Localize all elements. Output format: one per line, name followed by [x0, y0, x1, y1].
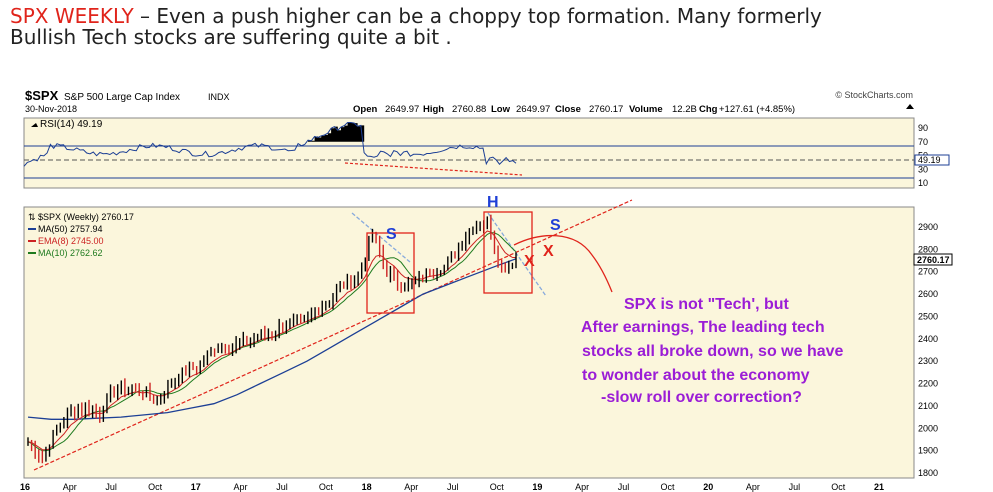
legend-price: ⇅ $SPX (Weekly) 2760.17 — [28, 212, 134, 222]
x-tick-label: Jul — [789, 482, 801, 492]
projected-roll-over-arc — [513, 235, 613, 293]
rsi-tick-label: 90 — [918, 123, 928, 133]
y-tick-label: 2700 — [918, 267, 938, 277]
x-tick-label: Jul — [447, 482, 459, 492]
x-tick-label: Jul — [276, 482, 288, 492]
y-tick-label: 2900 — [918, 222, 938, 232]
head-label: H — [487, 194, 499, 211]
rsi-divergence-trendline — [344, 162, 523, 176]
headline-line-1: SPX WEEKLY – Even a push higher can be a… — [10, 6, 940, 27]
x-tick-label: Oct — [661, 482, 676, 492]
rsi-marker-icon — [31, 123, 38, 127]
x-tick-label: Apr — [234, 482, 248, 492]
rsi-label: RSI(14) 49.19 — [40, 119, 103, 130]
low-value: 2649.97 — [516, 104, 550, 115]
high-value: 2760.88 — [452, 104, 486, 115]
rsi-tick-label: 10 — [918, 178, 928, 188]
headline-ticker: SPX WEEKLY — [10, 4, 134, 28]
y-tick-label: 2100 — [918, 401, 938, 411]
rsi-current-value: 49.19 — [918, 155, 941, 165]
right-shoulder-label: S — [550, 217, 561, 234]
x-tick-label: Oct — [319, 482, 334, 492]
x-tick-label: Apr — [746, 482, 760, 492]
rsi-panel-bg — [23, 117, 915, 189]
y-tick-label: 2500 — [918, 311, 938, 321]
chg-value: +127.61 (+4.85%) — [719, 104, 795, 115]
y-tick-label: 1900 — [918, 446, 938, 456]
x-mark-2: X — [543, 243, 554, 260]
close-label: Close — [555, 104, 581, 115]
volume-label: Volume — [629, 104, 663, 115]
x-tick-label: Apr — [404, 482, 418, 492]
low-label: Low — [491, 104, 511, 115]
x-tick-label: Apr — [63, 482, 77, 492]
left-shoulder-trendline — [351, 212, 411, 263]
x-tick-label: 20 — [703, 482, 713, 492]
chg-label: Chg — [699, 104, 718, 115]
headline-text-1: – Even a push higher can be a choppy top… — [133, 4, 822, 28]
current-price-value: 2760.17 — [917, 255, 950, 265]
commentary-line-2: After earnings, The leading tech — [581, 319, 825, 336]
x-tick-label: 19 — [532, 482, 542, 492]
commentary: SPX is not "Tech', but After earnings, T… — [581, 296, 844, 406]
legend-ma10: MA(10) 2762.62 — [38, 248, 103, 258]
x-tick-label: 16 — [20, 482, 30, 492]
y-tick-label: 2600 — [918, 289, 938, 299]
high-label: High — [423, 104, 444, 115]
headline-line-2: Bullish Tech stocks are suffering quite … — [10, 25, 452, 49]
source-credit: © StockCharts.com — [835, 90, 913, 100]
chart-date: 30-Nov-2018 — [25, 104, 77, 114]
chart-index-name: S&P 500 Large Cap Index — [64, 92, 180, 103]
rsi-series-line — [23, 122, 517, 167]
y-tick-label: 2200 — [918, 379, 938, 389]
open-label: Open — [353, 104, 377, 115]
rsi-tick-label: 30 — [918, 164, 928, 174]
chart-symbol: $SPX — [25, 88, 59, 103]
price-panel-bg — [23, 206, 915, 479]
x-tick-label: Jul — [105, 482, 117, 492]
x-tick-label: Oct — [490, 482, 505, 492]
commentary-line-4: to wonder about the economy — [582, 367, 810, 384]
x-tick-label: 18 — [362, 482, 372, 492]
legend-ema8: EMA(8) 2745.00 — [38, 236, 104, 246]
x-mark-1: X — [524, 253, 535, 270]
legend-ma50: MA(50) 2757.94 — [38, 224, 103, 234]
current-price-box — [913, 253, 953, 266]
ohlc-bar: Open 2649.97 High 2760.88 Low 2649.97 Cl… — [353, 104, 795, 115]
x-tick-label: Oct — [148, 482, 163, 492]
y-tick-label: 2000 — [918, 423, 938, 433]
close-value: 2760.17 — [589, 104, 623, 115]
rsi-overbought-fill — [308, 122, 365, 142]
y-tick-label: 2300 — [918, 356, 938, 366]
y-tick-label: 1800 — [918, 468, 938, 478]
head-trendline — [487, 212, 547, 297]
left-shoulder-label: S — [386, 226, 397, 243]
x-tick-label: Apr — [575, 482, 589, 492]
left-shoulder-box — [366, 232, 415, 314]
volume-value: 12.2B — [672, 104, 697, 115]
rsi-tick-label: 70 — [918, 137, 928, 147]
up-arrow-icon — [906, 104, 914, 109]
chart-exchange: INDX — [208, 92, 230, 102]
x-axis: 16 Apr Jul Oct 17 Apr Jul Oct 18 Apr Jul Oct 19 Apr Ju… — [20, 482, 884, 492]
ma50-line — [27, 258, 517, 420]
price-bars — [27, 214, 517, 464]
y-tick-label: 2400 — [918, 334, 938, 344]
commentary-line-5: -slow roll over correction? — [601, 389, 802, 406]
x-tick-label: Jul — [618, 482, 630, 492]
x-tick-label: 21 — [874, 482, 884, 492]
rsi-value-box — [914, 154, 950, 166]
commentary-line-1: SPX is not "Tech', but — [624, 296, 790, 313]
open-value: 2649.97 — [385, 104, 419, 115]
head-box — [483, 211, 533, 294]
headline: SPX WEEKLY – Even a push higher can be a… — [10, 6, 940, 48]
commentary-line-3: stocks all broke down, so we have — [582, 343, 844, 360]
y-tick-label: 2800 — [918, 244, 938, 254]
x-tick-label: 17 — [191, 482, 201, 492]
x-tick-label: Oct — [831, 482, 846, 492]
price-y-axis: 2900 2800 2700 2600 2500 2400 2300 2200 2100 2000… — [918, 222, 938, 478]
price-legend: ⇅ $SPX (Weekly) 2760.17 MA(50) 2757.94 E… — [28, 212, 134, 258]
